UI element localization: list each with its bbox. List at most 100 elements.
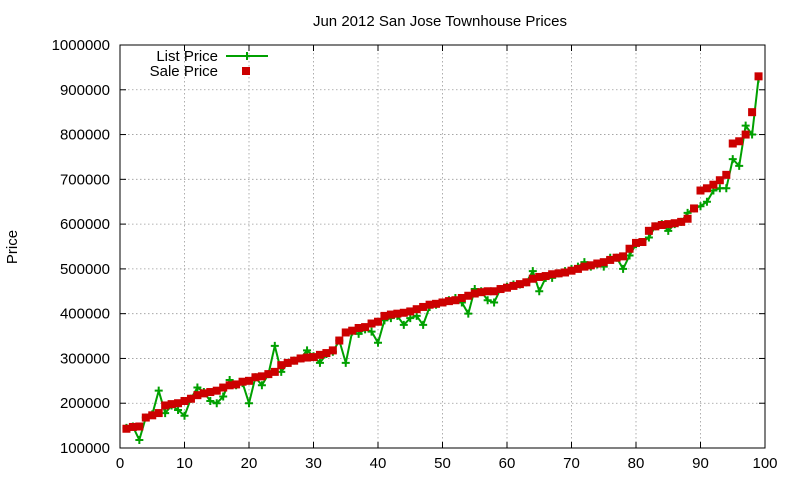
data-point xyxy=(212,399,221,408)
data-point xyxy=(470,289,479,298)
chart-title: Jun 2012 San Jose Townhouse Prices xyxy=(313,13,567,30)
data-point xyxy=(270,341,279,350)
data-point xyxy=(496,285,505,294)
data-point xyxy=(199,389,208,398)
series-sale-price xyxy=(122,72,763,433)
y-tick-label: 100000 xyxy=(60,440,110,457)
data-point xyxy=(206,396,215,405)
data-point xyxy=(651,222,660,231)
data-point xyxy=(257,381,266,390)
data-point xyxy=(328,346,337,355)
data-point xyxy=(748,108,757,117)
y-tick-label: 900000 xyxy=(60,82,110,99)
data-point xyxy=(406,307,415,316)
data-point xyxy=(257,372,266,381)
data-point xyxy=(477,288,486,297)
data-point xyxy=(393,309,402,318)
data-point xyxy=(322,349,331,358)
data-point xyxy=(490,298,499,307)
x-tick-label: 80 xyxy=(628,455,645,472)
y-tick-label: 300000 xyxy=(60,350,110,367)
x-tick-label: 70 xyxy=(563,455,580,472)
data-point xyxy=(167,400,176,409)
legend-marker-list-price xyxy=(243,52,251,60)
data-point xyxy=(148,411,157,420)
x-tick-label: 30 xyxy=(305,455,322,472)
data-point xyxy=(193,383,202,392)
data-point xyxy=(219,392,228,401)
data-point xyxy=(245,399,253,408)
data-point xyxy=(619,252,628,261)
data-point xyxy=(690,204,699,213)
data-point xyxy=(341,328,350,337)
y-tick-labels: 100000 200000 300000 400000 500000 600000 7000… xyxy=(52,37,110,457)
data-point xyxy=(315,358,324,367)
data-point xyxy=(541,272,550,281)
data-point xyxy=(619,264,628,273)
data-point xyxy=(735,137,744,146)
data-point xyxy=(709,180,718,189)
data-point xyxy=(702,184,711,193)
data-point xyxy=(535,272,544,281)
data-point xyxy=(722,170,731,179)
data-point xyxy=(135,435,144,444)
data-point xyxy=(232,380,241,389)
y-tick-label: 800000 xyxy=(60,127,110,144)
data-point xyxy=(193,391,202,400)
data-point xyxy=(612,253,621,262)
data-point xyxy=(412,305,421,314)
data-point xyxy=(374,338,382,347)
data-point xyxy=(406,314,415,323)
data-point xyxy=(522,278,531,287)
x-tick-label: 50 xyxy=(434,455,451,472)
data-point xyxy=(399,320,408,329)
x-tick-label: 0 xyxy=(116,455,124,472)
y-tick-label: 600000 xyxy=(60,216,110,233)
legend-marker-sale-price xyxy=(242,67,250,75)
data-point xyxy=(296,354,305,363)
data-point xyxy=(728,155,737,164)
y-tick-label: 400000 xyxy=(60,306,110,323)
data-point xyxy=(180,396,189,405)
data-point xyxy=(206,388,215,397)
y-tick-label: 200000 xyxy=(60,395,110,412)
data-point xyxy=(515,280,524,289)
data-point xyxy=(573,264,582,273)
data-point xyxy=(283,358,292,367)
data-point xyxy=(593,259,602,268)
data-point xyxy=(290,356,299,365)
x-tick-label: 20 xyxy=(241,455,258,472)
data-point xyxy=(741,130,750,139)
data-point xyxy=(335,336,344,345)
data-point xyxy=(399,308,408,317)
data-point xyxy=(567,266,576,275)
axis-ticks xyxy=(119,44,766,449)
data-point xyxy=(451,296,460,305)
data-point xyxy=(483,296,492,305)
data-point xyxy=(225,381,234,390)
data-point xyxy=(444,297,453,306)
data-point xyxy=(457,293,466,302)
data-point xyxy=(154,386,163,395)
data-point xyxy=(561,268,570,277)
data-point xyxy=(554,269,563,278)
data-point xyxy=(664,220,673,229)
data-point xyxy=(580,262,589,271)
data-point xyxy=(548,270,557,279)
data-point xyxy=(122,424,131,433)
data-point xyxy=(509,281,518,290)
data-point xyxy=(425,300,434,309)
data-point xyxy=(303,353,312,362)
data-point xyxy=(309,353,318,362)
data-point xyxy=(638,238,647,247)
data-point xyxy=(464,291,473,300)
data-point xyxy=(606,255,615,264)
data-point xyxy=(141,413,150,422)
legend: List Price Sale Price xyxy=(150,48,268,80)
data-point xyxy=(419,320,428,329)
data-point xyxy=(715,176,724,185)
series-layer xyxy=(122,72,763,444)
data-point xyxy=(161,401,170,410)
